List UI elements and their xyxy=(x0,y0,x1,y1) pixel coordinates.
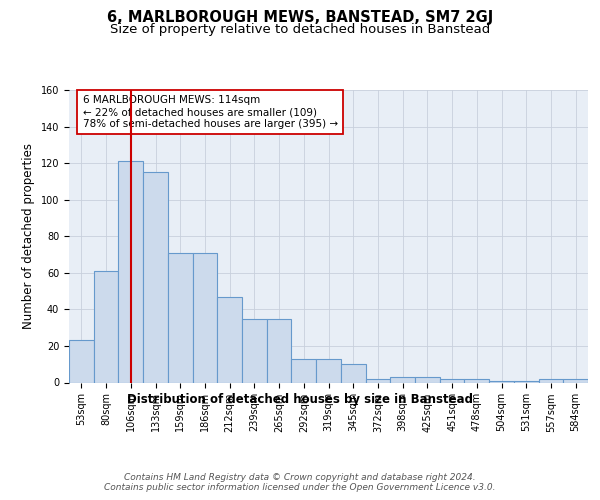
Y-axis label: Number of detached properties: Number of detached properties xyxy=(22,143,35,329)
Bar xyxy=(514,380,539,382)
Bar xyxy=(316,358,341,382)
Bar xyxy=(464,379,489,382)
Text: Contains HM Land Registry data © Crown copyright and database right 2024.
Contai: Contains HM Land Registry data © Crown c… xyxy=(104,472,496,492)
Bar xyxy=(440,379,464,382)
Bar xyxy=(489,380,514,382)
Bar xyxy=(193,252,217,382)
Bar xyxy=(118,162,143,382)
Bar xyxy=(341,364,365,382)
Text: Size of property relative to detached houses in Banstead: Size of property relative to detached ho… xyxy=(110,22,490,36)
Bar xyxy=(415,377,440,382)
Bar xyxy=(217,296,242,382)
Bar xyxy=(143,172,168,382)
Bar xyxy=(365,379,390,382)
Bar xyxy=(390,377,415,382)
Text: 6, MARLBOROUGH MEWS, BANSTEAD, SM7 2GJ: 6, MARLBOROUGH MEWS, BANSTEAD, SM7 2GJ xyxy=(107,10,493,25)
Text: 6 MARLBOROUGH MEWS: 114sqm
← 22% of detached houses are smaller (109)
78% of sem: 6 MARLBOROUGH MEWS: 114sqm ← 22% of deta… xyxy=(83,96,338,128)
Bar xyxy=(267,318,292,382)
Text: Distribution of detached houses by size in Banstead: Distribution of detached houses by size … xyxy=(127,392,473,406)
Bar xyxy=(94,271,118,382)
Bar xyxy=(563,379,588,382)
Bar xyxy=(69,340,94,382)
Bar xyxy=(168,252,193,382)
Bar xyxy=(292,358,316,382)
Bar xyxy=(539,379,563,382)
Bar xyxy=(242,318,267,382)
